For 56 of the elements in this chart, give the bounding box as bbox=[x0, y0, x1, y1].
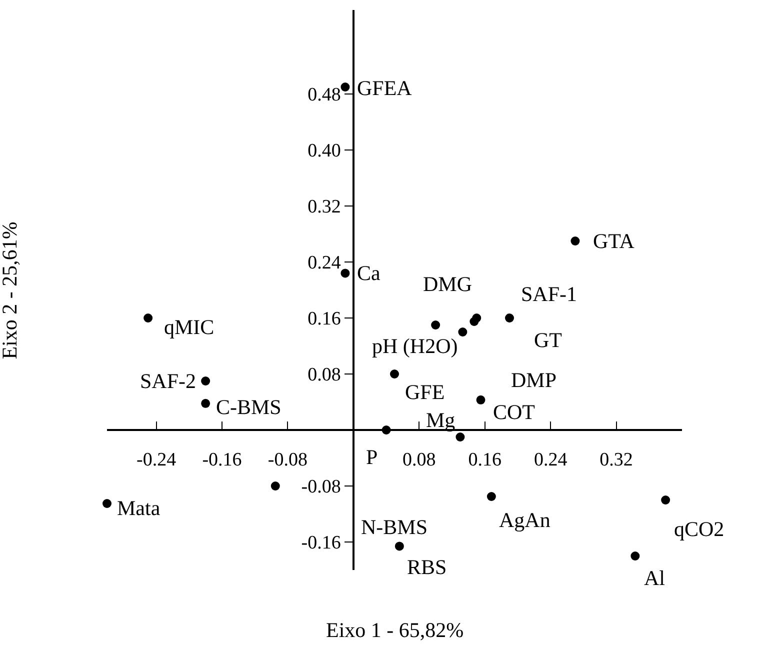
point bbox=[470, 317, 479, 326]
annotation: COT bbox=[493, 400, 536, 424]
y-tick-label: 0.08 bbox=[308, 364, 341, 386]
annotation: DMP bbox=[511, 368, 557, 392]
x-tick-label: 0.24 bbox=[534, 450, 568, 471]
annotation: C-BMS bbox=[216, 395, 282, 419]
annotation: SAF-2 bbox=[140, 369, 196, 393]
annotation: qMIC bbox=[164, 315, 214, 339]
x-axis-title: Eixo 1 - 65,82% bbox=[326, 618, 464, 642]
y-axis-title: Eixo 2 - 25,61% bbox=[0, 222, 22, 360]
point bbox=[394, 542, 404, 551]
y-tick-label: 0.32 bbox=[308, 196, 341, 218]
point bbox=[486, 492, 496, 501]
point bbox=[144, 314, 153, 322]
annotation: Mata bbox=[117, 496, 161, 520]
point bbox=[661, 496, 670, 504]
y-tick-label: 0.40 bbox=[308, 140, 341, 162]
annotation: RBS bbox=[407, 555, 447, 579]
x-tick-label: -0.24 bbox=[136, 450, 177, 471]
annotation: pH (H2O) bbox=[372, 334, 458, 358]
point bbox=[456, 432, 465, 442]
x-tick-label: 0.16 bbox=[468, 450, 502, 471]
annotation: N-BMS bbox=[361, 515, 428, 539]
annotation: Al bbox=[644, 566, 666, 590]
annotation: GTA bbox=[593, 229, 636, 253]
x-tick-label: 0.08 bbox=[402, 450, 436, 471]
point bbox=[390, 370, 399, 378]
point bbox=[201, 398, 210, 408]
point bbox=[476, 395, 486, 404]
x-tick-label: 0.32 bbox=[600, 450, 633, 471]
x-tick-label: -0.16 bbox=[202, 450, 242, 471]
point bbox=[270, 482, 280, 490]
point bbox=[505, 314, 514, 322]
annotation: P bbox=[366, 445, 378, 469]
point bbox=[340, 82, 350, 92]
x-tick-label: -0.08 bbox=[268, 450, 308, 471]
point bbox=[570, 236, 580, 246]
annotation: qCO2 bbox=[674, 517, 724, 541]
point bbox=[431, 320, 440, 330]
annotation: DMG bbox=[423, 272, 472, 296]
y-tick-label: -0.16 bbox=[301, 532, 341, 554]
annotation: Ca bbox=[357, 261, 382, 285]
y-tick-label: 0.24 bbox=[308, 252, 342, 274]
point bbox=[340, 268, 350, 278]
annotation: GFE bbox=[405, 380, 445, 404]
point bbox=[630, 552, 640, 560]
y-tick-label: 0.16 bbox=[308, 308, 341, 330]
y-tick-label: -0.08 bbox=[301, 476, 341, 498]
y-tick-label: 0.48 bbox=[308, 84, 341, 106]
annotation: SAF-1 bbox=[521, 282, 578, 306]
point bbox=[458, 328, 468, 336]
point bbox=[102, 499, 112, 508]
annotation: GFEA bbox=[357, 76, 413, 100]
point bbox=[201, 376, 210, 386]
annotation: AgAn bbox=[499, 508, 551, 532]
annotation: GT bbox=[534, 328, 562, 352]
